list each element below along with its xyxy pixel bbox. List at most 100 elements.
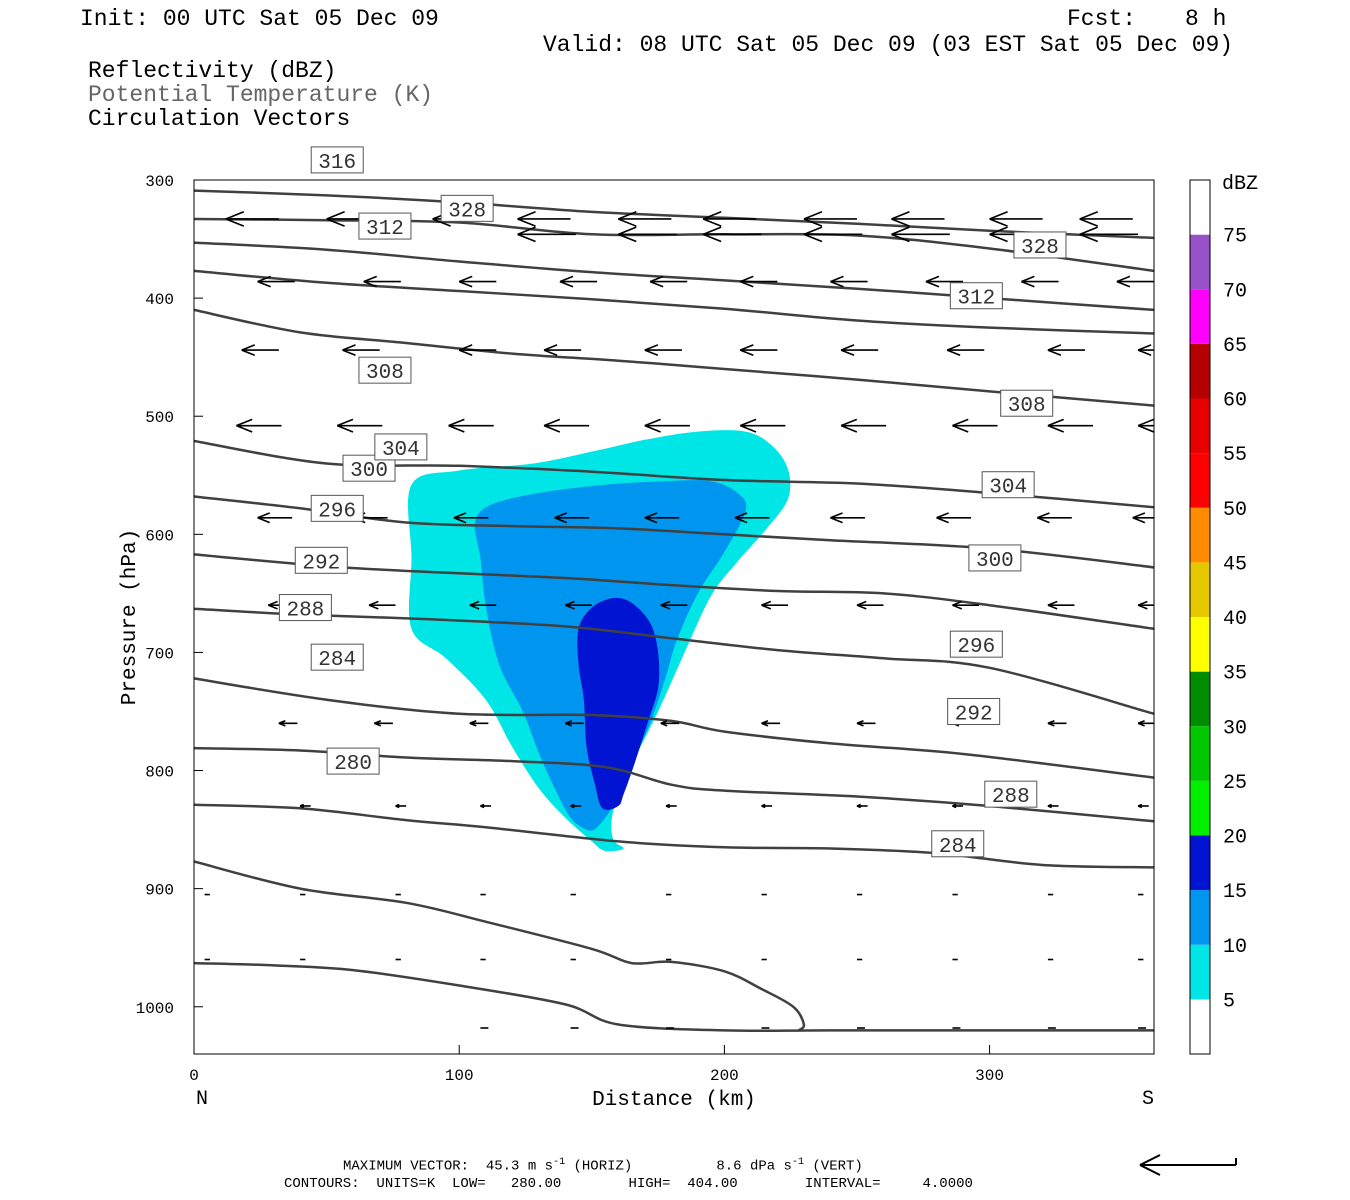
colorbar-swatch xyxy=(1190,726,1210,781)
circulation-vector xyxy=(644,418,690,433)
circulation-vector xyxy=(761,719,781,727)
theta-contour-312 xyxy=(194,308,1154,407)
circulation-vector xyxy=(1047,803,1059,809)
circulation-vector xyxy=(702,226,762,243)
horiz-value: 45.3 xyxy=(485,1158,520,1175)
colorbar-label: 5 xyxy=(1223,990,1235,1013)
x-tick-label: 100 xyxy=(445,1067,474,1085)
contour-label-box xyxy=(1013,231,1067,259)
contour-label-box xyxy=(310,643,364,671)
circulation-vector xyxy=(564,719,584,727)
circulation-vector xyxy=(1116,275,1154,288)
theta-contour-292 xyxy=(194,677,1154,779)
circulation-vector xyxy=(618,211,672,227)
vert-unit: dPa s xyxy=(749,1158,792,1175)
contour-label: 288 xyxy=(992,786,1030,809)
circulation-vector xyxy=(1021,275,1059,288)
colorbar-swatch xyxy=(1190,944,1210,1000)
x-tick-label: 200 xyxy=(710,1067,739,1085)
circulation-vector xyxy=(448,418,494,433)
colorbar-swatch xyxy=(1190,671,1210,727)
colorbar-swatch xyxy=(1190,507,1210,563)
circulation-vector xyxy=(1047,600,1075,610)
theta-contour-280 xyxy=(194,860,806,1032)
circulation-vector xyxy=(740,275,778,288)
circulation-vector xyxy=(458,344,497,357)
contour-label: 304 xyxy=(989,477,1027,500)
contour-label-box xyxy=(326,747,380,775)
contour-label-box xyxy=(278,594,332,622)
y-tick-label: 500 xyxy=(145,409,174,427)
circulation-vector xyxy=(734,512,770,524)
contour-label-box xyxy=(949,282,1003,310)
circulation-vector xyxy=(1047,344,1086,357)
colorbar-label: 75 xyxy=(1223,226,1247,249)
contour-label-box xyxy=(310,146,364,174)
reflectivity-15-dbz-region xyxy=(577,597,660,811)
circulation-vector xyxy=(554,512,590,524)
circulation-vector xyxy=(952,418,998,433)
circulation-vector xyxy=(1137,418,1154,433)
circulation-vector xyxy=(925,275,964,288)
contour-label: 300 xyxy=(350,460,388,483)
circulation-vector xyxy=(1137,600,1154,610)
circulation-vector xyxy=(946,344,985,357)
circulation-vector xyxy=(1132,512,1154,524)
theta-contour-316 xyxy=(194,269,1154,335)
circulation-vector xyxy=(936,512,972,524)
circulation-vector xyxy=(649,275,688,288)
circulation-vector xyxy=(517,226,576,243)
circulation-vector xyxy=(374,719,393,727)
colorbar-swatch xyxy=(1190,890,1210,945)
colorbar-label: 10 xyxy=(1223,936,1247,959)
y-tick-label: 1000 xyxy=(136,1000,174,1018)
colorbar-label: 25 xyxy=(1223,772,1247,795)
colorbar-swatch xyxy=(1190,343,1210,399)
y-tick-label: 800 xyxy=(145,764,174,782)
circulation-vector xyxy=(1047,719,1067,727)
colorbar-swatch xyxy=(1190,453,1210,508)
x-axis-label: Distance (km) xyxy=(592,1089,756,1112)
theta-contour-284 xyxy=(194,803,1154,869)
circulation-vector xyxy=(257,275,295,288)
circulation-vector xyxy=(299,803,311,809)
contour-label: 328 xyxy=(1021,237,1059,260)
vert-exponent: -1 xyxy=(791,1157,804,1168)
vert-tag: (VERT) xyxy=(812,1158,863,1175)
theta-contour-surface xyxy=(194,961,1154,1033)
circulation-vector xyxy=(989,211,1043,227)
circulation-vector xyxy=(458,275,497,288)
circulation-vector xyxy=(469,600,497,610)
contour-label-box xyxy=(981,471,1035,499)
field-reflectivity: Reflectivity (dBZ) xyxy=(88,58,337,84)
colorbar-label: 30 xyxy=(1223,717,1247,740)
circulation-vector xyxy=(570,803,582,809)
circulation-vector xyxy=(856,600,884,610)
circulation-vector xyxy=(840,344,879,357)
contour-label: 292 xyxy=(955,703,993,726)
y-tick-label: 600 xyxy=(145,527,174,545)
y-axis-label: Pressure (hPa) xyxy=(119,529,142,705)
colorbar-label: 35 xyxy=(1223,663,1247,686)
circulation-vector xyxy=(952,600,979,610)
circulation-vector xyxy=(363,275,401,288)
contour-label-box xyxy=(984,780,1038,808)
contour-label-box xyxy=(342,454,396,482)
contour-label: 304 xyxy=(382,439,420,462)
colorbar-label: 40 xyxy=(1223,608,1247,631)
colorbar-swatch xyxy=(1190,835,1210,891)
contour-label: 284 xyxy=(318,649,356,672)
circulation-vector xyxy=(543,344,582,357)
circulation-vector xyxy=(241,344,279,357)
reference-vector-arrow xyxy=(1139,1154,1237,1176)
contour-label-box xyxy=(358,212,412,240)
circulation-vector xyxy=(1079,226,1139,243)
circulation-vector xyxy=(660,719,680,727)
circulation-vector xyxy=(644,344,682,357)
forecast-hour-label: Fcst: xyxy=(1067,6,1137,32)
contour-label-box xyxy=(440,194,494,222)
circulation-vector xyxy=(740,418,786,433)
circulation-vector xyxy=(257,512,293,524)
circulation-vector xyxy=(856,719,876,727)
contour-label: 288 xyxy=(286,600,324,623)
